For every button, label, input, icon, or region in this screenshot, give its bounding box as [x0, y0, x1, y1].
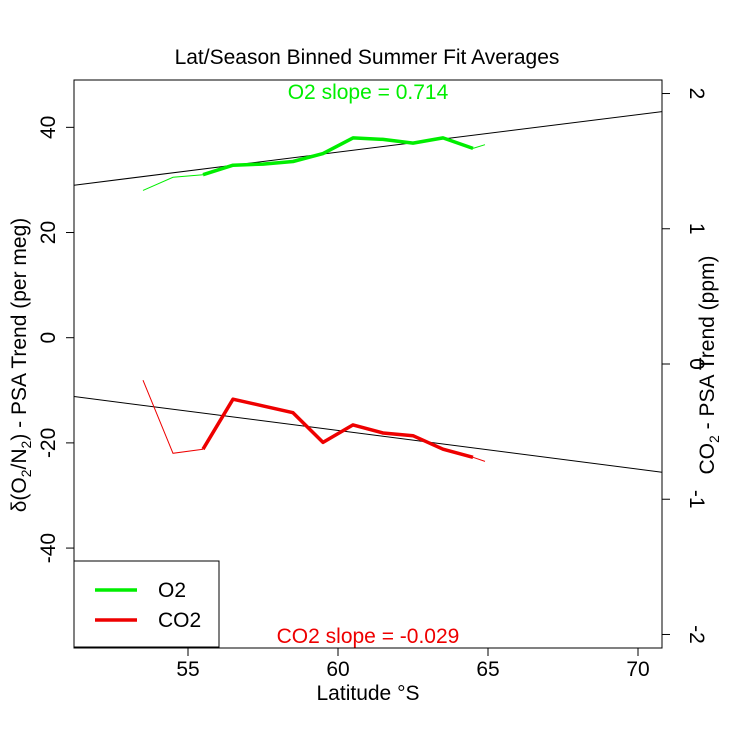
y-right-tick-label: 0: [685, 358, 708, 370]
o2-thick-line: [202, 136, 474, 177]
co2-thin-line-start: [142, 380, 204, 454]
y-left-tick-label: -20: [37, 428, 60, 458]
y-label-right-sub: 2: [706, 435, 722, 443]
legend-co2-label: CO2: [158, 609, 201, 632]
y-label-left-suffix: ) - PSA Trend (per meg): [8, 218, 31, 441]
legend-box: [73, 560, 220, 648]
o2-fit-line: [74, 111, 662, 186]
x-tick-label: 70: [626, 658, 649, 681]
series-layer: [74, 111, 662, 473]
y-right-tick-label: 1: [685, 223, 708, 235]
o2-thin-line-start: [142, 174, 204, 191]
y-label-left-sub1: 2: [18, 469, 34, 477]
y-axis-label-left: δ(O2/N2) - PSA Trend (per meg): [8, 218, 34, 513]
x-tick-label: 55: [176, 658, 199, 681]
y-label-right-suffix: - PSA Trend (ppm): [696, 255, 719, 435]
y-right-tick-label: 2: [685, 88, 708, 100]
y-axis-label-right: CO2 - PSA Trend (ppm): [696, 255, 722, 474]
y-right-tick-label: -1: [685, 490, 708, 509]
o2-thin-line-end: [472, 144, 486, 149]
y-label-left-mid: /N: [8, 448, 31, 469]
co2-slope-annotation: CO2 slope = -0.029: [277, 625, 460, 648]
y-label-left-sub2: 2: [18, 440, 34, 448]
y-right-tick-label: -2: [685, 625, 708, 644]
x-axis-label: Latitude °S: [317, 682, 420, 705]
legend: O2 CO2: [73, 560, 220, 648]
y-left-tick-label: 0: [37, 332, 60, 344]
legend-o2-label: O2: [158, 579, 186, 602]
co2-fit-line: [74, 396, 662, 473]
y-left-tick-label: 20: [37, 221, 60, 244]
co2-thick-line: [201, 397, 474, 459]
y-left-tick-label: -40: [37, 533, 60, 563]
co2-thin-line-end: [472, 456, 486, 462]
x-tick-label: 60: [326, 658, 349, 681]
o2-slope-annotation: O2 slope = 0.714: [288, 81, 449, 104]
y-left-tick-label: 40: [37, 116, 60, 139]
y-label-left-prefix: δ(O: [8, 477, 31, 512]
axes-layer: 55 60 65 70 -40 -20 0 20 40 -2 -1 0 1 2: [37, 79, 708, 681]
y-label-right-prefix: CO: [696, 443, 719, 475]
chart-title: Lat/Season Binned Summer Fit Averages: [175, 46, 560, 69]
x-tick-label: 65: [476, 658, 499, 681]
